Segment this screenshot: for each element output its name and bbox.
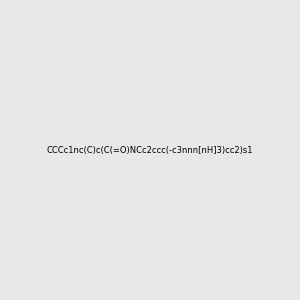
- Text: CCCc1nc(C)c(C(=O)NCc2ccc(-c3nnn[nH]3)cc2)s1: CCCc1nc(C)c(C(=O)NCc2ccc(-c3nnn[nH]3)cc2…: [47, 146, 253, 154]
